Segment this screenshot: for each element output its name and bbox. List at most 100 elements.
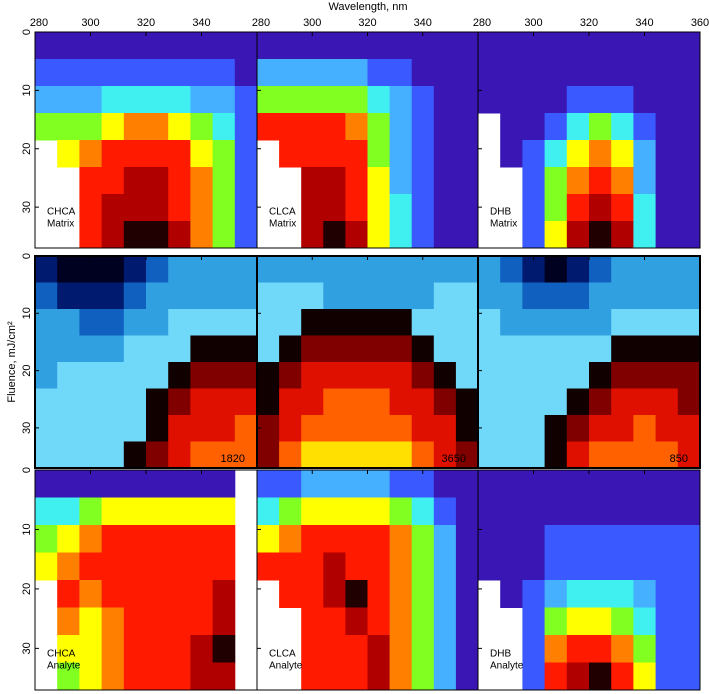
heat-cell [323, 662, 346, 691]
heat-cell [79, 86, 103, 114]
heat-cell [411, 113, 435, 141]
heat-cell [79, 32, 103, 60]
heat-cell [522, 167, 546, 195]
heat-cell [544, 335, 568, 363]
heat-cell [279, 256, 302, 283]
heat-cell [345, 256, 368, 283]
heat-cell [345, 282, 368, 310]
heat-cell [323, 194, 346, 222]
heat-cell [57, 256, 80, 283]
heat-cell [57, 470, 80, 498]
heat-cell [279, 335, 302, 363]
heat-cell [234, 194, 258, 222]
x-tick-label: 300 [303, 17, 321, 29]
heat-cell [655, 441, 679, 469]
heat-cell [190, 194, 214, 222]
heat-cell [411, 167, 435, 195]
heat-cell [566, 525, 590, 553]
heat-cell [522, 86, 546, 114]
heat-cell [589, 335, 612, 363]
heat-cell [367, 497, 391, 526]
heat-cell [589, 167, 612, 195]
heat-cell [633, 256, 657, 283]
heat-cell [57, 59, 80, 87]
heat-cell [168, 167, 191, 195]
panel-label: CLCA [269, 649, 296, 660]
heat-cell [257, 86, 280, 114]
heat-cell [57, 86, 80, 114]
heat-cell [589, 362, 612, 389]
heat-cell [566, 497, 590, 526]
heat-cell [455, 309, 479, 336]
heat-cell [677, 441, 701, 469]
heat-cell [655, 309, 679, 336]
heat-cell [544, 282, 568, 310]
heat-cell [345, 580, 368, 608]
heat-cell [367, 167, 391, 195]
heat-cell [146, 32, 169, 60]
heat-cell [279, 497, 302, 526]
heat-cell [301, 32, 324, 60]
heat-cell [633, 59, 657, 87]
heat-cell [433, 388, 457, 416]
heat-cell [411, 309, 435, 336]
heat-cell [633, 635, 657, 663]
heat-cell [411, 470, 435, 498]
heat-cell [79, 607, 103, 636]
heat-cell [633, 362, 657, 389]
heat-cell [633, 497, 657, 526]
heat-cell [279, 59, 302, 87]
heat-cell [522, 32, 546, 60]
heat-cell [500, 113, 523, 141]
heat-cell [367, 309, 391, 336]
heat-cell [345, 497, 368, 526]
heat-cell [433, 335, 457, 363]
heat-cell [367, 86, 391, 114]
heat-cell [234, 167, 258, 195]
heat-cell [611, 607, 634, 636]
heat-cell [323, 497, 346, 526]
heat-cell [234, 86, 258, 114]
heat-cell [500, 580, 523, 608]
heat-cell [566, 580, 590, 608]
heat-cell [655, 362, 679, 389]
heat-cell [279, 441, 302, 469]
heat-cell [35, 32, 58, 60]
heat-cell [433, 86, 457, 114]
heat-cell [566, 59, 590, 87]
heat-cell [190, 256, 214, 283]
heat-cell [433, 282, 457, 310]
heat-cell [279, 552, 302, 581]
heat-cell [35, 441, 58, 469]
heat-cell [611, 552, 634, 581]
heat-cell [544, 635, 568, 663]
heat-cell [168, 194, 191, 222]
heat-cell [389, 256, 413, 283]
x-tick-label: 300 [81, 17, 99, 29]
heat-cell [212, 607, 236, 636]
heat-cell [279, 415, 302, 442]
heat-cell [611, 32, 634, 60]
heat-cell [500, 470, 523, 498]
heat-cell [101, 441, 125, 469]
heat-cell [589, 525, 612, 553]
heat-cell [57, 415, 80, 442]
heat-cell [190, 441, 214, 469]
heat-cell [35, 335, 58, 363]
heat-cell [279, 140, 302, 168]
heat-cell [611, 388, 634, 416]
heat-cell [677, 282, 701, 310]
heat-cell [655, 32, 679, 60]
heat-cell [123, 497, 147, 526]
heat-cell [257, 552, 280, 581]
heat-cell [455, 470, 479, 498]
heat-cell [101, 497, 125, 526]
heat-cell [57, 662, 80, 691]
heat-cell [190, 415, 214, 442]
heat-cell [257, 441, 280, 469]
panel-annotation: 1820 [221, 453, 245, 465]
heat-cell [589, 415, 612, 442]
panel-label: Analyte [269, 661, 303, 672]
heat-cell [101, 256, 125, 283]
heat-cell [146, 362, 169, 389]
